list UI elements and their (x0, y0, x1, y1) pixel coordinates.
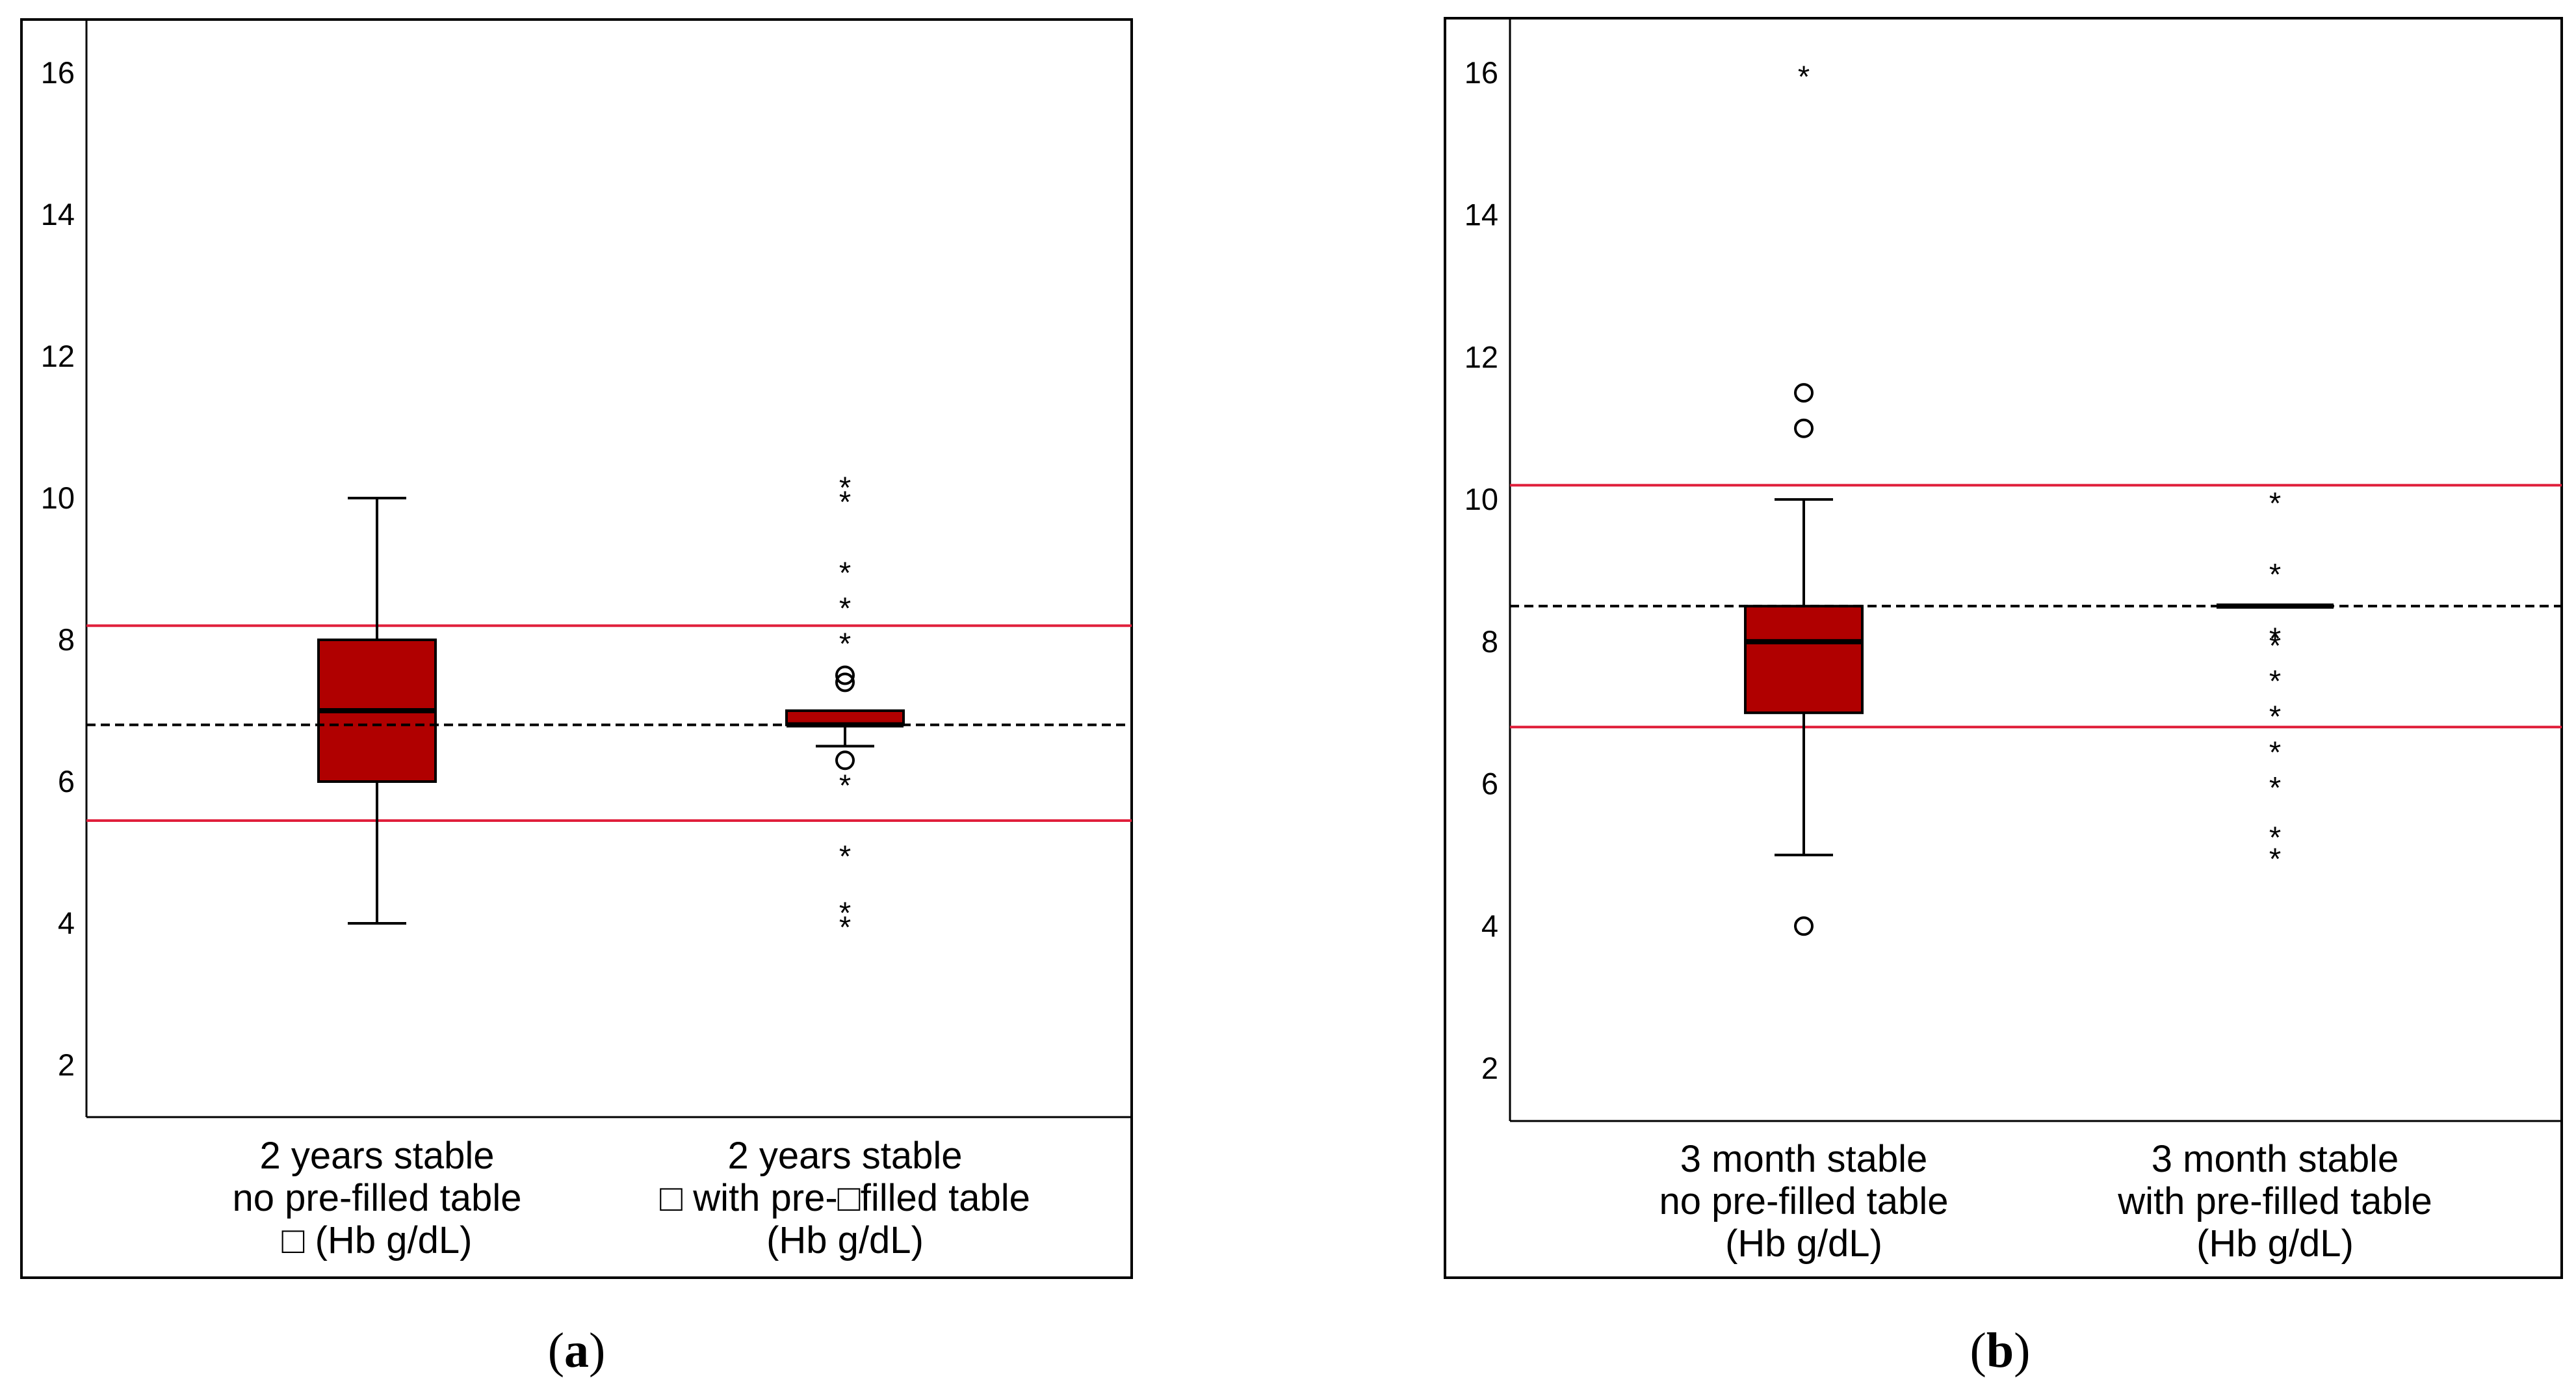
panel-a-cat-2-outlier-star-2: * (839, 484, 851, 519)
panel-a-cat-1-label-line-3: □ (Hb g/dL) (282, 1219, 473, 1261)
panel-a-cat-2-outlier-circle-1 (835, 672, 855, 692)
panel-b-cat-2-outlier-star-6: * (2269, 699, 2281, 733)
panel-a-cat-2-outlier-star-7: * (839, 839, 851, 873)
panel-b-cat-2-outlier-star-5: * (2269, 664, 2281, 698)
panel-b-ytick-label-6: 6 (1481, 767, 1498, 801)
panel-b-cat-2-label-line-2: with pre-filled table (2117, 1180, 2432, 1222)
panel-a-cat-2-outlier-star-8: * (839, 895, 851, 930)
panel-b-cat-2-outlier-star-10: * (2269, 841, 2281, 876)
panel-a-ytick-label-10: 10 (41, 481, 75, 515)
panel-b-cat-1-outlier-circle-3 (1794, 916, 1814, 936)
panel-a-ytick-label-6: 6 (58, 764, 75, 798)
panel-b-cat-1-label-line-1: 3 month stable (1680, 1138, 1927, 1180)
panel-a-ytick-label-16: 16 (41, 55, 75, 90)
panel-b-ytick-label-2: 2 (1481, 1051, 1498, 1085)
panel-b-cat-2-label-line-1: 3 month stable (2152, 1138, 2399, 1180)
panel-b-frame (1444, 17, 2563, 1279)
panel-b-cat-2-outlier-star-2: * (2269, 557, 2281, 592)
panel-b-cat-1-label-line-2: no pre-filled table (1659, 1180, 1949, 1222)
panel-b-cat-2-outlier-star-1: * (2269, 486, 2281, 520)
panel-b-cat-2-outlier-star-8: * (2269, 771, 2281, 805)
panel-a-cat-1-label-line-1: 2 years stable (259, 1135, 494, 1177)
panel-b-ytick-label-14: 14 (1464, 198, 1498, 232)
panel-a-label: (a) (548, 1323, 606, 1378)
panel-b-ytick-label-12: 12 (1464, 339, 1498, 374)
panel-a-cat-2-label-line-2: □ with pre-□filled table (660, 1177, 1030, 1219)
panel-a-ytick-label-14: 14 (41, 197, 75, 231)
panel-a-frame (20, 18, 1133, 1279)
panel-a-cat-2-label-line-1: 2 years stable (727, 1135, 962, 1177)
panel-b-cat-1-outlier-star-1: * (1798, 59, 1810, 94)
panel-a-cat-2-outlier-circle-3 (835, 750, 855, 771)
panel-a-cat-1-label-line-2: no pre-filled table (233, 1177, 522, 1219)
panel-a-cat-2-label-line-3: (Hb g/dL) (766, 1219, 924, 1261)
panel-b-cat-2-outlier-star-7: * (2269, 735, 2281, 769)
panel-a-cat-2-outlier-circle-2 (835, 665, 855, 685)
panel-b-ytick-label-16: 16 (1464, 55, 1498, 90)
panel-b-label: (b) (1970, 1323, 2031, 1378)
panel-a-cat-2-outlier-star-1: * (839, 470, 851, 505)
panel-b-ytick-label-8: 8 (1481, 624, 1498, 659)
panel-b-cat-2-outlier-star-4: * (2269, 628, 2281, 663)
panel-a-cat-2-outlier-star-6: * (839, 768, 851, 802)
panel-a-cat-2-outlier-star-4: * (839, 591, 851, 626)
panel-b-ytick-label-10: 10 (1464, 482, 1498, 516)
panel-a-cat-2-outlier-star-5: * (839, 626, 851, 661)
panel-a-ytick-label-4: 4 (58, 906, 75, 940)
panel-b-cat-2-outlier-star-3: * (2269, 621, 2281, 655)
panel-a-ytick-label-2: 2 (58, 1048, 75, 1082)
panel-a-ytick-label-8: 8 (58, 622, 75, 657)
panel-a-cat-2-outlier-star-9: * (839, 910, 851, 944)
panel-b-cat-1-outlier-circle-1 (1794, 383, 1814, 403)
panel-b-cat-2-outlier-star-9: * (2269, 820, 2281, 854)
panel-b-ytick-label-4: 4 (1481, 908, 1498, 943)
panel-b-cat-1-label-line-3: (Hb g/dL) (1725, 1222, 1882, 1265)
panel-a-cat-2-outlier-star-3: * (839, 555, 851, 590)
panel-a-ytick-label-12: 12 (41, 339, 75, 373)
panel-b-cat-1-outlier-circle-2 (1794, 418, 1814, 438)
panel-b-cat-1-box (1744, 605, 1864, 715)
panel-b-cat-2-label-line-3: (Hb g/dL) (2196, 1222, 2354, 1265)
